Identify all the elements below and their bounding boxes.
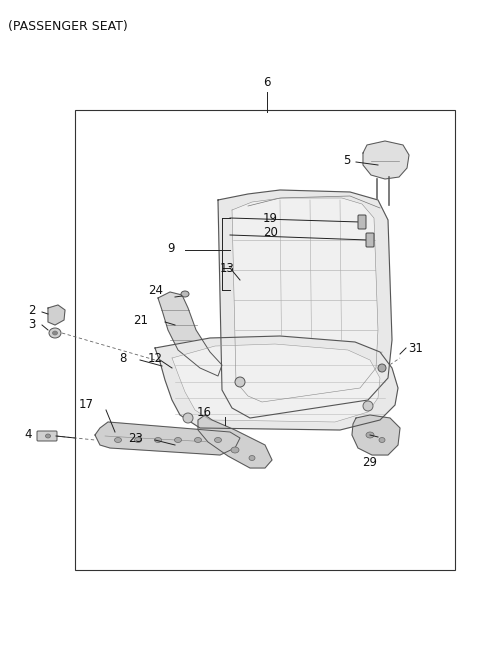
Text: 31: 31 — [408, 341, 423, 354]
Text: 13: 13 — [220, 261, 235, 274]
Text: 23: 23 — [128, 432, 143, 445]
Polygon shape — [363, 141, 409, 179]
Ellipse shape — [366, 432, 374, 438]
FancyBboxPatch shape — [366, 233, 374, 247]
Text: 17: 17 — [79, 398, 94, 411]
Ellipse shape — [52, 331, 58, 335]
Text: 29: 29 — [362, 455, 377, 468]
Ellipse shape — [231, 447, 239, 453]
Ellipse shape — [378, 364, 386, 372]
Ellipse shape — [194, 438, 202, 443]
Text: 16: 16 — [197, 407, 212, 419]
Ellipse shape — [49, 328, 61, 338]
Ellipse shape — [249, 455, 255, 460]
Text: 24: 24 — [148, 284, 163, 297]
Text: 4: 4 — [24, 428, 32, 441]
Polygon shape — [155, 336, 398, 430]
Text: 5: 5 — [343, 153, 350, 166]
Text: 21: 21 — [133, 314, 148, 326]
Polygon shape — [172, 344, 380, 422]
Text: 9: 9 — [168, 242, 175, 255]
Text: 6: 6 — [263, 77, 271, 90]
Polygon shape — [95, 422, 240, 455]
Text: 3: 3 — [29, 318, 36, 331]
Ellipse shape — [215, 438, 221, 443]
Bar — [75, 110, 455, 570]
Ellipse shape — [363, 401, 373, 411]
Text: 2: 2 — [28, 303, 36, 316]
Text: (PASSENGER SEAT): (PASSENGER SEAT) — [8, 20, 128, 33]
Ellipse shape — [181, 291, 189, 297]
Polygon shape — [198, 415, 272, 468]
Ellipse shape — [175, 438, 181, 443]
Text: 20: 20 — [263, 227, 278, 240]
Ellipse shape — [379, 438, 385, 443]
FancyBboxPatch shape — [358, 215, 366, 229]
Ellipse shape — [235, 377, 245, 387]
Text: 8: 8 — [120, 352, 127, 364]
Polygon shape — [352, 415, 400, 455]
Ellipse shape — [155, 438, 161, 443]
FancyBboxPatch shape — [37, 431, 57, 441]
Text: 19: 19 — [263, 212, 278, 225]
Polygon shape — [158, 292, 222, 376]
Ellipse shape — [115, 438, 121, 443]
Polygon shape — [48, 305, 65, 325]
Polygon shape — [218, 190, 392, 418]
Ellipse shape — [134, 438, 142, 443]
Text: 12: 12 — [148, 352, 163, 364]
Polygon shape — [232, 198, 378, 402]
Ellipse shape — [46, 434, 50, 438]
Ellipse shape — [183, 413, 193, 423]
